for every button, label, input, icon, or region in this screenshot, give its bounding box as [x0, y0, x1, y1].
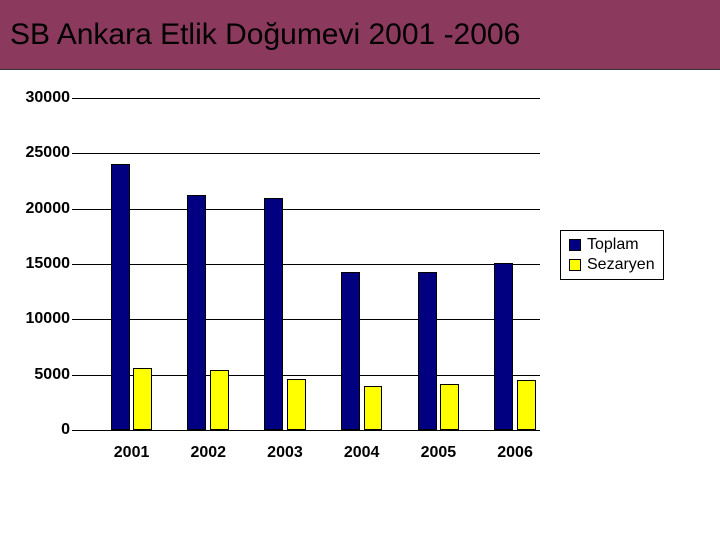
bar-toplam — [111, 164, 130, 430]
y-axis-tick-label: 25000 — [10, 144, 70, 162]
gridline — [78, 264, 540, 265]
legend: ToplamSezaryen — [560, 230, 664, 280]
y-tick — [72, 98, 78, 99]
plot-area — [78, 98, 540, 430]
page-title: SB Ankara Etlik Doğumevi 2001 -2006 — [10, 18, 520, 52]
bar-toplam — [264, 198, 283, 430]
bar-sezaryen — [440, 384, 459, 430]
x-axis-tick-label: 2006 — [497, 444, 533, 462]
x-axis-tick-label: 2001 — [114, 444, 150, 462]
x-axis-tick-label: 2005 — [421, 444, 457, 462]
gridline — [78, 430, 540, 431]
gridline — [78, 153, 540, 154]
legend-item: Toplam — [569, 235, 655, 255]
y-axis-tick-label: 5000 — [10, 366, 70, 384]
bar-sezaryen — [287, 379, 306, 430]
y-tick — [72, 209, 78, 210]
bar-toplam — [187, 195, 206, 430]
bar-sezaryen — [133, 368, 152, 430]
bar-toplam — [494, 263, 513, 430]
legend-swatch-icon — [569, 259, 581, 271]
legend-item: Sezaryen — [569, 255, 655, 275]
gridline — [78, 319, 540, 320]
x-axis-tick-label: 2004 — [344, 444, 380, 462]
bar-sezaryen — [210, 370, 229, 430]
chart-area: 0 5000 10000 15000 20000 25000 30000 2001 2002 2… — [0, 70, 720, 540]
x-axis-tick-label: 2003 — [267, 444, 303, 462]
title-bar: SB Ankara Etlik Doğumevi 2001 -2006 — [0, 0, 720, 70]
y-axis-tick-label: 0 — [10, 421, 70, 439]
y-axis-tick-label: 20000 — [10, 200, 70, 218]
legend-swatch-icon — [569, 239, 581, 251]
gridline — [78, 209, 540, 210]
bar-sezaryen — [364, 386, 383, 430]
y-tick — [72, 375, 78, 376]
y-tick — [72, 430, 78, 431]
legend-label: Toplam — [587, 235, 639, 255]
bar-toplam — [418, 272, 437, 430]
gridline — [78, 98, 540, 99]
legend-label: Sezaryen — [587, 255, 655, 275]
y-tick — [72, 153, 78, 154]
bar-sezaryen — [517, 380, 536, 430]
bar-toplam — [341, 272, 360, 430]
y-tick — [72, 319, 78, 320]
x-axis-tick-label: 2002 — [190, 444, 226, 462]
y-axis-tick-label: 30000 — [10, 89, 70, 107]
y-axis-tick-label: 15000 — [10, 255, 70, 273]
y-tick — [72, 264, 78, 265]
y-axis-tick-label: 10000 — [10, 310, 70, 328]
